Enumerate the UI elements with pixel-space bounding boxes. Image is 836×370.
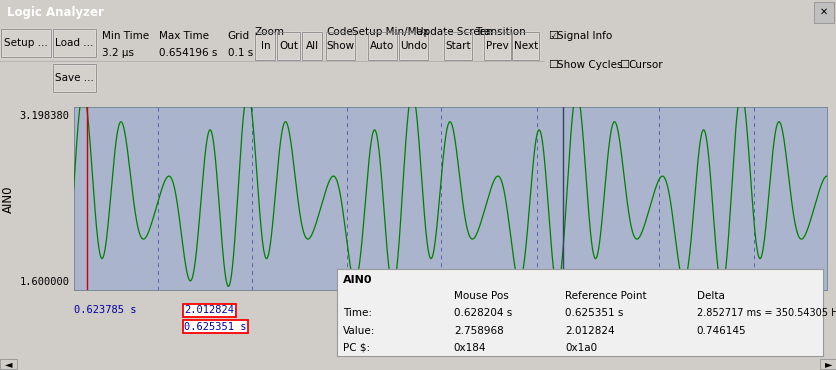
Text: Delta: Delta xyxy=(696,291,724,301)
Text: Mouse Pos: Mouse Pos xyxy=(453,291,508,301)
Text: All: All xyxy=(305,41,319,51)
Bar xyxy=(813,2,833,23)
Bar xyxy=(399,32,427,60)
Text: Zoom: Zoom xyxy=(254,27,284,37)
Bar xyxy=(819,359,835,369)
Text: Logic Analyzer: Logic Analyzer xyxy=(7,6,104,19)
Bar xyxy=(277,32,300,60)
Text: 0x184: 0x184 xyxy=(453,343,486,353)
Text: Min Time: Min Time xyxy=(102,31,149,41)
Text: 3.2 μs: 3.2 μs xyxy=(102,48,134,58)
Text: ☐: ☐ xyxy=(548,60,558,70)
Bar xyxy=(512,32,538,60)
Text: 3.198380: 3.198380 xyxy=(19,111,69,121)
Text: Show: Show xyxy=(326,41,354,51)
Bar xyxy=(512,32,538,60)
Bar xyxy=(255,32,275,60)
Text: Value:: Value: xyxy=(343,326,375,336)
Bar xyxy=(325,32,354,60)
Text: 0.625351 s: 0.625351 s xyxy=(184,322,247,332)
Bar xyxy=(53,30,96,57)
Text: 0x1a0: 0x1a0 xyxy=(565,343,597,353)
Text: 0.654196 s: 0.654196 s xyxy=(159,48,217,58)
Bar xyxy=(368,32,396,60)
Text: Update Screen: Update Screen xyxy=(415,27,492,37)
Bar xyxy=(277,32,300,60)
Text: Grid: Grid xyxy=(227,31,249,41)
Text: ✕: ✕ xyxy=(819,7,827,17)
Text: 0.628204 s: 0.628204 s xyxy=(453,308,512,318)
Text: 2.758968: 2.758968 xyxy=(453,326,503,336)
Text: Load ...: Load ... xyxy=(55,38,94,48)
Text: Auto: Auto xyxy=(370,41,394,51)
Text: 2.012824: 2.012824 xyxy=(184,305,234,315)
Bar xyxy=(1,30,51,57)
Text: 1.600000: 1.600000 xyxy=(19,277,69,287)
Bar xyxy=(53,30,96,57)
Text: Cursor: Cursor xyxy=(628,60,662,70)
Text: 0.1 s: 0.1 s xyxy=(227,48,252,58)
Bar xyxy=(53,64,96,91)
Text: In: In xyxy=(260,41,270,51)
Text: Next: Next xyxy=(513,41,537,51)
Bar xyxy=(368,32,396,60)
Text: Reference Point: Reference Point xyxy=(565,291,646,301)
Text: Max Time: Max Time xyxy=(159,31,209,41)
Text: AIN0: AIN0 xyxy=(2,185,15,213)
Bar xyxy=(1,30,51,57)
Text: Start: Start xyxy=(445,41,470,51)
Bar xyxy=(443,32,472,60)
Text: Setup ...: Setup ... xyxy=(4,38,48,48)
Text: 2.012824: 2.012824 xyxy=(565,326,614,336)
Bar xyxy=(325,32,354,60)
Bar xyxy=(255,32,275,60)
Text: 0.746145: 0.746145 xyxy=(696,326,745,336)
Bar xyxy=(443,32,472,60)
Text: 0.623785 s: 0.623785 s xyxy=(74,305,136,315)
Bar xyxy=(302,32,322,60)
Text: Time:: Time: xyxy=(343,308,372,318)
Text: Transition: Transition xyxy=(475,27,525,37)
Bar xyxy=(483,32,510,60)
Bar xyxy=(399,32,427,60)
Text: ☐: ☐ xyxy=(619,60,629,70)
Bar xyxy=(483,32,510,60)
Text: Show Cycles: Show Cycles xyxy=(557,60,622,70)
Text: Out: Out xyxy=(279,41,298,51)
Text: Undo: Undo xyxy=(400,41,426,51)
Bar xyxy=(53,64,96,91)
Text: ►: ► xyxy=(824,359,831,369)
Text: Prev: Prev xyxy=(485,41,508,51)
Text: Save ...: Save ... xyxy=(55,73,94,83)
Text: Signal Info: Signal Info xyxy=(557,31,612,41)
Text: Setup Min/Max: Setup Min/Max xyxy=(352,27,429,37)
Bar xyxy=(0,359,17,369)
Text: AIN0: AIN0 xyxy=(343,275,372,285)
Text: 2.852717 ms = 350.54305 Hz: 2.852717 ms = 350.54305 Hz xyxy=(696,308,836,318)
Text: ◄: ◄ xyxy=(5,359,12,369)
Bar xyxy=(302,32,322,60)
Text: Code: Code xyxy=(326,27,353,37)
Text: PC $:: PC $: xyxy=(343,343,370,353)
Text: 0.625351 s: 0.625351 s xyxy=(565,308,623,318)
Text: ☑: ☑ xyxy=(548,31,558,41)
